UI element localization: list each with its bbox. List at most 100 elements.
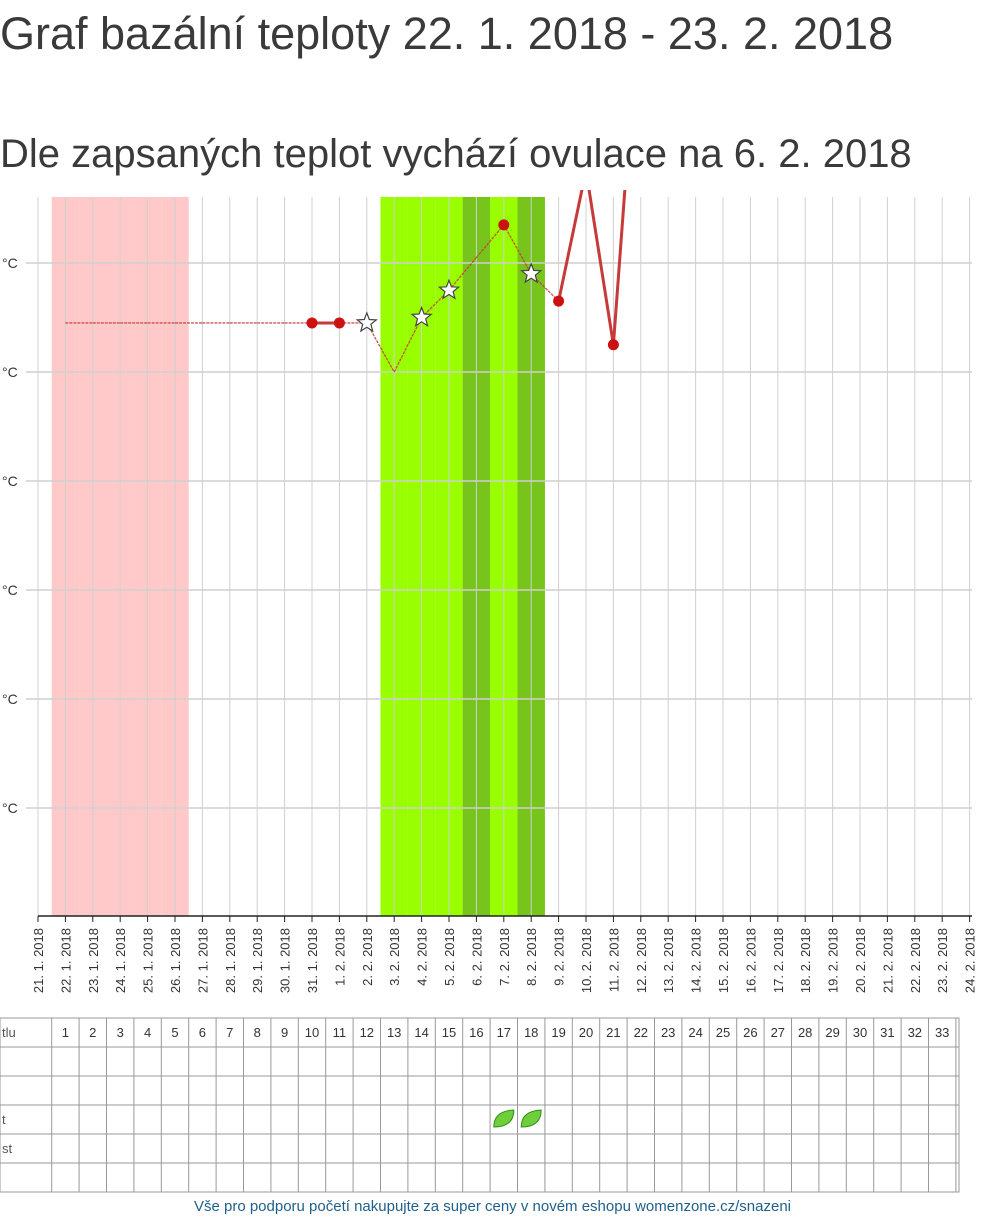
cycle-day-number: 1 — [62, 1025, 69, 1040]
cycle-day-number: 6 — [199, 1025, 206, 1040]
x-tick-label: 23. 1. 2018 — [86, 928, 101, 993]
y-tick-label: °C — [2, 691, 18, 707]
cycle-day-number: 31 — [880, 1025, 894, 1040]
data-point — [498, 219, 510, 231]
x-tick-label: 27. 1. 2018 — [195, 928, 210, 993]
cycle-day-number: 19 — [551, 1025, 565, 1040]
data-point — [306, 317, 318, 329]
y-tick-label: °C — [2, 800, 18, 816]
x-tick-label: 1. 2. 2018 — [332, 928, 347, 986]
y-tick-label: °C — [2, 364, 18, 380]
series-segment — [475, 224, 505, 258]
series-segment — [557, 190, 584, 302]
cycle-day-number: 16 — [469, 1025, 483, 1040]
x-tick-label: 28. 1. 2018 — [223, 928, 238, 993]
leaf-icon — [493, 1109, 515, 1128]
leaf-icon — [520, 1109, 542, 1128]
cycle-day-number: 13 — [387, 1025, 401, 1040]
x-tick-label: 3. 2. 2018 — [387, 928, 402, 986]
x-tick-label: 23. 2. 2018 — [935, 928, 950, 993]
x-tick-label: 18. 2. 2018 — [798, 928, 813, 993]
page-title: Graf bazální teploty 22. 1. 2018 - 23. 2… — [0, 8, 894, 59]
x-tick-label: 15. 2. 2018 — [716, 928, 731, 993]
temperature-series — [65, 190, 627, 373]
cycle-day-number: 33 — [935, 1025, 949, 1040]
x-tick-label: 24. 2. 2018 — [963, 928, 978, 993]
x-tick-label: 31. 1. 2018 — [305, 928, 320, 993]
cycle-day-number: 7 — [226, 1025, 233, 1040]
x-tick-label: 22. 2. 2018 — [908, 928, 923, 993]
cycle-day-number: 4 — [144, 1025, 151, 1040]
cycle-day-number: 26 — [743, 1025, 757, 1040]
cycle-day-number: 3 — [117, 1025, 124, 1040]
table-row-label: tlu — [2, 1025, 16, 1040]
x-tick-label: 26. 1. 2018 — [168, 928, 183, 993]
x-tick-label: 9. 2. 2018 — [552, 928, 567, 986]
cycle-day-number: 17 — [497, 1025, 511, 1040]
bbt-chart: °C °C °C °C °C °C 21. 1. 2018 22. 1. 2018 23. 1… — [0, 190, 978, 1193]
x-tick-label: 16. 2. 2018 — [743, 928, 758, 993]
cycle-day-number: 18 — [524, 1025, 538, 1040]
series-segment — [611, 190, 627, 345]
x-tick-label: 25. 1. 2018 — [141, 928, 156, 993]
x-tick-label: 7. 2. 2018 — [497, 928, 512, 986]
x-tick-label: 20. 2. 2018 — [853, 928, 868, 993]
ovulation-subtitle: Dle zapsaných teplot vychází ovulace na … — [0, 132, 912, 176]
y-tick-label: °C — [2, 255, 18, 271]
series-segment — [503, 224, 532, 275]
x-tick-label: 6. 2. 2018 — [469, 928, 484, 986]
x-tick-label: 2. 2. 2018 — [360, 928, 375, 986]
x-tick-label: 19. 2. 2018 — [826, 928, 841, 993]
cycle-day-number: 32 — [908, 1025, 922, 1040]
cycle-day-number: 9 — [281, 1025, 288, 1040]
cycle-day-number: 28 — [798, 1025, 812, 1040]
cycle-day-number: 10 — [305, 1025, 319, 1040]
eshop-footer-link[interactable]: Vše pro podporu početí nakupujte za supe… — [193, 1198, 792, 1215]
cycle-day-number: 8 — [254, 1025, 261, 1040]
y-axis-ticks: °C °C °C °C °C °C — [2, 255, 18, 816]
cycle-day-number: 27 — [771, 1025, 785, 1040]
table-row-label: st — [2, 1141, 13, 1156]
data-point — [607, 339, 619, 351]
x-tick-label: 4. 2. 2018 — [415, 928, 430, 986]
x-tick-label: 14. 2. 2018 — [689, 928, 704, 993]
x-axis: 21. 1. 2018 22. 1. 2018 23. 1. 2018 24. 1. … — [31, 915, 978, 993]
star-point — [410, 305, 433, 327]
cycle-day-number: 20 — [579, 1025, 593, 1040]
x-tick-label: 5. 2. 2018 — [442, 928, 457, 986]
cycle-day-number: 21 — [606, 1025, 620, 1040]
series-segment — [448, 257, 477, 291]
x-tick-label: 12. 2. 2018 — [634, 928, 649, 993]
series-segment — [393, 317, 423, 373]
x-tick-label: 29. 1. 2018 — [250, 928, 265, 993]
cycle-day-number: 30 — [853, 1025, 867, 1040]
cycle-day-number: 14 — [414, 1025, 428, 1040]
cycle-day-number: 11 — [333, 1025, 347, 1040]
grid-lines — [26, 197, 972, 916]
x-tick-label: 22. 1. 2018 — [58, 928, 73, 993]
y-tick-label: °C — [2, 582, 18, 598]
cycle-day-number: 15 — [442, 1025, 456, 1040]
x-tick-label: 10. 2. 2018 — [579, 928, 594, 993]
series-segment — [366, 322, 395, 373]
cycle-day-number: 5 — [171, 1025, 178, 1040]
star-point — [437, 278, 461, 300]
x-tick-label: 13. 2. 2018 — [661, 928, 676, 993]
x-tick-label: 8. 2. 2018 — [524, 928, 539, 986]
cycle-day-number: 12 — [360, 1025, 374, 1040]
star-point — [520, 262, 543, 284]
data-point — [333, 317, 345, 329]
cycle-day-number: 2 — [89, 1025, 96, 1040]
data-point — [553, 295, 565, 307]
x-tick-label: 17. 2. 2018 — [771, 928, 786, 993]
y-tick-label: °C — [2, 473, 18, 489]
cycle-day-number: 24 — [688, 1025, 702, 1040]
table-row-label: t — [2, 1112, 6, 1127]
cycle-day-number: 25 — [716, 1025, 730, 1040]
cycle-day-number: 29 — [825, 1025, 839, 1040]
cycle-day-number: 22 — [634, 1025, 648, 1040]
x-tick-label: 21. 1. 2018 — [31, 928, 46, 993]
series-segment — [587, 190, 615, 345]
x-tick-label: 11. 2. 2018 — [606, 928, 621, 992]
